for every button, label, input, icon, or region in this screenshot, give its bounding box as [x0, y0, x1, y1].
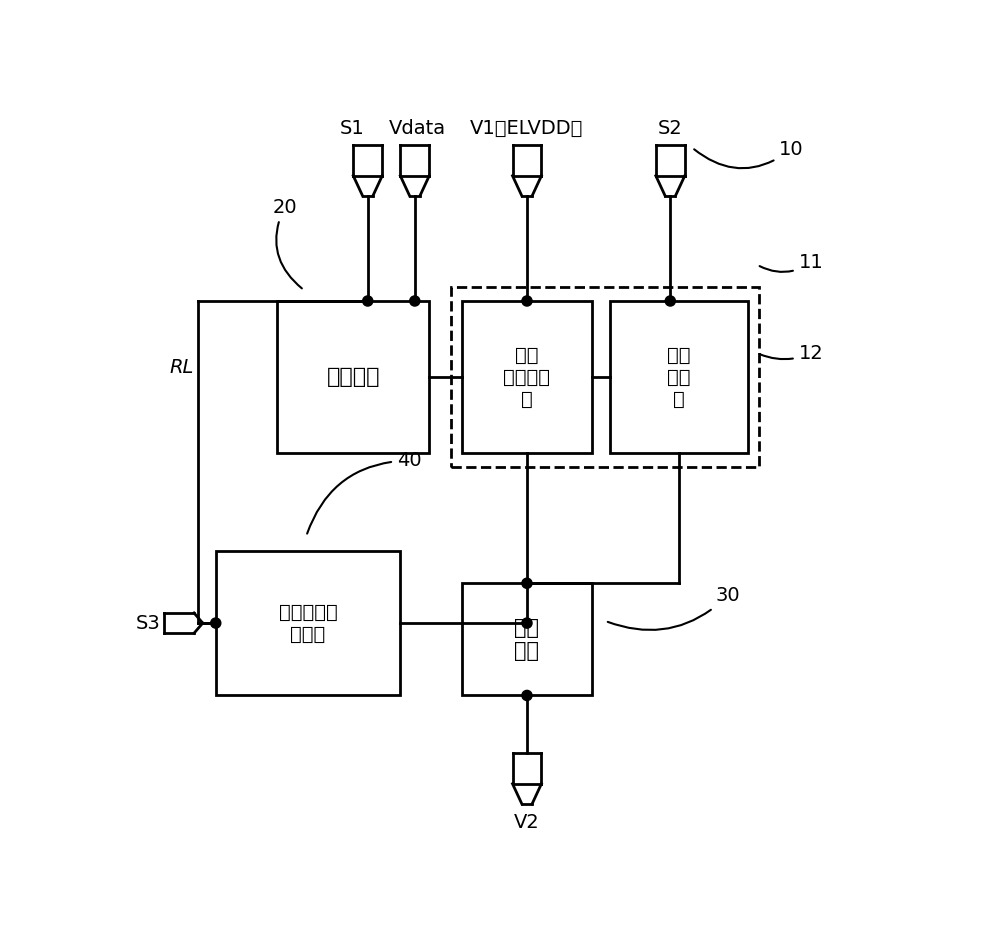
Text: 写入模块: 写入模块	[327, 367, 380, 387]
Circle shape	[522, 690, 532, 700]
Bar	[610, 301, 748, 453]
Text: 发光
器件: 发光 器件	[514, 618, 539, 661]
Circle shape	[522, 296, 532, 306]
Bar	[277, 301, 429, 453]
Text: 10: 10	[694, 140, 803, 168]
Text: 显示
驱动子模
块: 显示 驱动子模 块	[503, 346, 550, 409]
Bar	[451, 287, 759, 467]
Text: 20: 20	[272, 197, 302, 289]
Bar	[462, 583, 592, 696]
Text: 11: 11	[760, 254, 823, 273]
Text: Vdata: Vdata	[389, 119, 446, 138]
Circle shape	[410, 296, 420, 306]
Text: S2: S2	[658, 119, 683, 138]
Text: 12: 12	[760, 344, 823, 363]
Text: 40: 40	[307, 451, 421, 534]
Circle shape	[363, 296, 373, 306]
Circle shape	[522, 618, 532, 628]
Text: S1: S1	[339, 119, 364, 138]
Text: S3: S3	[135, 614, 160, 633]
Bar	[462, 301, 592, 453]
Circle shape	[665, 296, 675, 306]
Circle shape	[522, 578, 532, 588]
Text: 采集
子模
块: 采集 子模 块	[667, 346, 691, 409]
Bar	[216, 551, 400, 696]
Text: RL: RL	[170, 358, 194, 377]
Text: 30: 30	[608, 587, 740, 630]
Text: V1（ELVDD）: V1（ELVDD）	[470, 119, 584, 138]
Text: V2: V2	[514, 813, 540, 832]
Circle shape	[211, 618, 221, 628]
Text: 指纹信息输
出模块: 指纹信息输 出模块	[279, 603, 337, 644]
